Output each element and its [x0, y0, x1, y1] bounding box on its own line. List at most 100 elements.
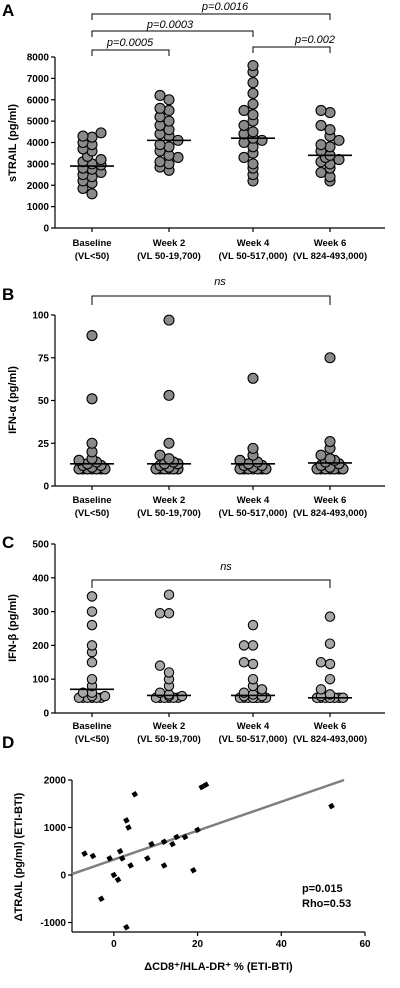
- y-tick-label: 75: [38, 353, 50, 364]
- data-point: [190, 866, 197, 874]
- significance-bracket: [91, 49, 170, 56]
- data-point: [163, 115, 175, 127]
- data-point: [324, 435, 336, 448]
- data-point: [324, 107, 336, 119]
- data-point: [315, 119, 327, 131]
- y-tick-label: 25: [38, 439, 50, 450]
- data-point: [181, 833, 189, 841]
- data-point: [123, 923, 130, 931]
- data-point: [114, 876, 122, 884]
- data-point: [99, 690, 111, 702]
- category-sublabel: (VL 824-493,000): [293, 734, 367, 745]
- data-point: [198, 783, 206, 791]
- data-point: [77, 687, 89, 698]
- data-point: [125, 824, 132, 831]
- data-point: [86, 437, 98, 449]
- data-point: [172, 151, 184, 164]
- category-label: Week 2: [153, 238, 186, 249]
- data-point: [247, 442, 259, 454]
- data-point: [247, 60, 259, 72]
- category-label: Week 4: [237, 495, 270, 506]
- x-tick-label: 20: [192, 939, 204, 950]
- p-value-label: p=0.0003: [146, 19, 194, 31]
- significance-bracket: [91, 579, 331, 588]
- data-point: [315, 104, 327, 116]
- category-sublabel: (VL 50-517,000): [218, 251, 287, 262]
- data-point: [154, 89, 166, 102]
- data-point: [95, 154, 107, 166]
- y-axis-label: IFN-β (pg/ml): [7, 594, 19, 662]
- data-point: [163, 608, 175, 619]
- category-label: Baseline: [72, 495, 111, 506]
- data-point: [86, 329, 98, 342]
- data-point: [324, 124, 336, 136]
- data-point: [116, 847, 124, 855]
- data-point: [163, 589, 175, 600]
- data-point: [238, 151, 250, 164]
- data-point: [315, 449, 327, 461]
- data-point: [154, 449, 166, 461]
- x-tick-label: 60: [359, 939, 371, 950]
- data-point: [86, 619, 98, 631]
- data-point: [144, 855, 151, 862]
- y-tick-label: 7000: [27, 74, 50, 85]
- significance-bracket: [91, 295, 331, 305]
- data-point: [73, 454, 85, 466]
- y-tick-label: 0: [43, 482, 49, 493]
- data-point: [163, 389, 175, 401]
- category-label: Week 6: [314, 238, 347, 249]
- y-tick-label: 2000: [44, 776, 67, 787]
- y-tick-label: 100: [32, 675, 49, 686]
- significance-bracket: [252, 46, 331, 53]
- data-point: [86, 131, 98, 143]
- data-point: [86, 657, 98, 668]
- data-point: [160, 838, 168, 846]
- p-value-label: p=0.015: [302, 883, 343, 895]
- x-tick-label: 40: [276, 939, 288, 950]
- y-axis-label: IFN-α (pg/ml): [7, 366, 19, 434]
- data-point: [127, 862, 134, 869]
- data-point: [324, 352, 336, 364]
- y-tick-label: 5000: [27, 117, 50, 128]
- y-tick-label: 0: [60, 871, 66, 882]
- panel-letter-B: B: [2, 285, 14, 304]
- data-point: [247, 372, 259, 384]
- data-point: [154, 102, 166, 114]
- data-point: [169, 840, 176, 848]
- y-tick-label: 6000: [27, 95, 50, 106]
- x-tick-label: 0: [111, 939, 117, 950]
- p-value-label: p=0.0005: [106, 37, 154, 49]
- data-point: [86, 188, 98, 200]
- y-tick-label: 2000: [27, 181, 50, 192]
- category-sublabel: (VL 50-517,000): [218, 734, 287, 745]
- data-point: [315, 684, 327, 695]
- y-tick-label: 200: [32, 641, 49, 652]
- data-point: [95, 127, 107, 139]
- data-point: [247, 158, 259, 170]
- data-point: [202, 781, 210, 789]
- data-point: [89, 852, 97, 860]
- category-label: Week 4: [237, 721, 270, 732]
- category-label: Week 4: [237, 238, 270, 249]
- panel-letter-C: C: [2, 533, 14, 552]
- data-point: [86, 640, 98, 651]
- y-tick-label: 1000: [44, 823, 67, 834]
- data-point: [256, 684, 268, 695]
- data-point: [333, 134, 345, 146]
- data-point: [247, 658, 259, 670]
- data-point: [160, 862, 168, 869]
- data-point: [324, 658, 336, 670]
- data-point: [234, 454, 246, 466]
- category-sublabel: (VL 824-493,000): [293, 508, 367, 519]
- data-point: [256, 134, 268, 146]
- data-point: [247, 98, 259, 110]
- data-point: [154, 608, 166, 619]
- data-point: [86, 591, 98, 602]
- significance-bracket: [91, 13, 331, 20]
- y-tick-label: -1000: [40, 918, 66, 929]
- p-value-label: p=0.0016: [201, 1, 249, 13]
- y-tick-label: 3000: [27, 159, 50, 170]
- data-point: [148, 840, 155, 848]
- category-sublabel: (VL 50-517,000): [218, 508, 287, 519]
